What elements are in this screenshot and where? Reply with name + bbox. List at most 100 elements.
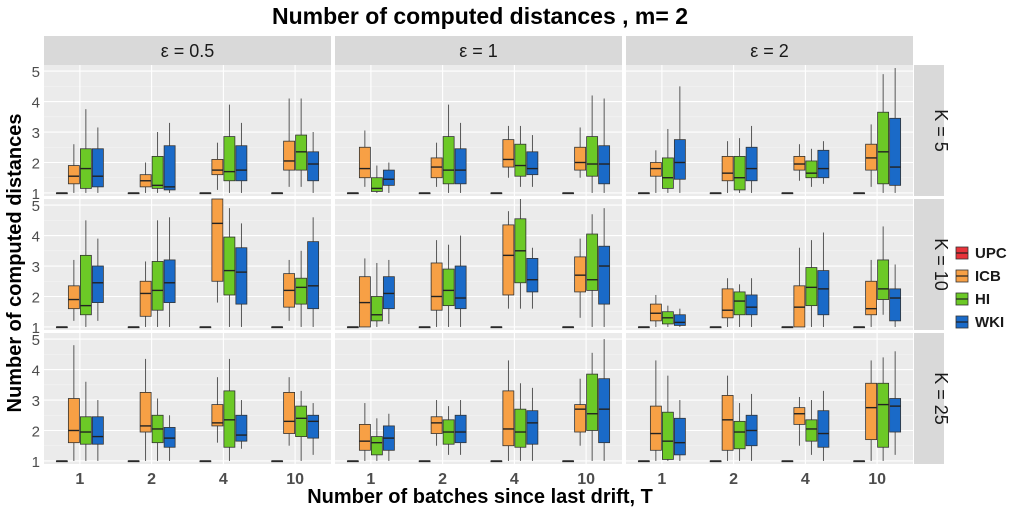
x-tick-label: 1 [366,471,375,488]
y-tick-label: 4 [32,229,40,246]
box-icb [211,159,224,176]
box-icb [358,423,371,451]
panel [44,333,331,464]
box-wki [382,276,395,310]
panel-background [335,199,622,330]
panel-background [44,333,331,464]
chart-title: Number of computed distances , m= 2 [272,3,688,29]
panel [335,333,622,464]
legend-label-wki: WKI [975,314,1004,331]
box-hi [223,390,236,448]
facet-label-row: K = 25 [931,372,951,425]
box-hi [370,436,383,456]
box-hi [295,405,308,437]
panel [44,198,331,330]
facet-label-col: ε = 0.5 [161,41,215,61]
y-tick-label: 5 [32,198,40,215]
box-wki [673,314,686,326]
box-wki [307,414,320,439]
box-wki [745,294,758,316]
box-wki [307,151,320,182]
box-wki [163,427,176,448]
box-wki [163,259,176,303]
box-icb [283,140,296,171]
box-wki [235,247,248,305]
box-wki [745,146,758,182]
box-wki [598,378,611,444]
x-tick-label: 10 [577,471,595,488]
box-icb [139,392,152,433]
y-tick-label: 2 [32,289,40,306]
panel-background [335,65,622,196]
x-tick-label: 10 [868,471,886,488]
y-axis-label: Number of computed distances [4,114,26,413]
panel-background [626,65,913,196]
box-hi [586,136,599,177]
box-icb [865,143,878,171]
x-tick-label: 1 [657,471,666,488]
box-icb [502,224,515,296]
box-icb [430,262,443,311]
panel [335,199,622,330]
panel-background [44,65,331,196]
y-tick-label: 3 [32,125,40,142]
box-wki [454,414,467,444]
box-icb [865,382,878,441]
box-wki [526,258,539,293]
box-hi [805,267,818,307]
box-wki [91,265,104,303]
box-icb [793,407,806,425]
legend-label-icb: ICB [975,268,1001,285]
box-hi [223,136,236,182]
box-icb [211,404,224,427]
facet-strip-row [914,333,944,464]
box-hi [151,155,164,189]
box-icb [430,157,443,179]
box-icb [721,288,734,319]
y-tick-label: 5 [32,64,40,81]
box-icb [358,146,371,179]
y-tick-label: 5 [32,332,40,349]
box-icb [67,398,80,444]
box-wki [598,245,611,305]
box-wki [91,416,104,445]
facet-label-col: ε = 1 [459,41,498,61]
box-wki [817,410,830,448]
legend-label-hi: HI [975,291,990,308]
box-hi [295,134,308,171]
box-hi [877,111,890,185]
box-wki [598,145,611,185]
box-hi [370,296,383,322]
y-tick-label: 4 [32,363,40,380]
box-icb [67,285,80,310]
box-hi [514,408,527,448]
box-icb [574,404,587,433]
panel-background [626,199,913,330]
box-wki [382,169,395,186]
box-icb [574,256,587,293]
box-icb [67,165,80,185]
box-hi [79,254,92,316]
box-wki [235,414,248,442]
y-tick-label: 3 [32,393,40,410]
box-icb [283,392,296,434]
box-wki [889,288,902,322]
box-wki [889,117,902,186]
box-hi [805,160,818,179]
box-wki [307,241,320,310]
facet-strip-col [335,36,622,65]
panel-background [44,199,331,330]
box-icb [865,280,878,316]
x-tick-label: 2 [729,471,738,488]
y-tick-label: 2 [32,423,40,440]
box-wki [235,145,248,182]
facet-strip-col [626,36,913,65]
box-icb [649,162,662,177]
box-wki [889,398,902,433]
facet-strip-col [44,36,331,65]
facet-label-row: K = 5 [931,109,951,152]
box-icb [793,155,806,171]
